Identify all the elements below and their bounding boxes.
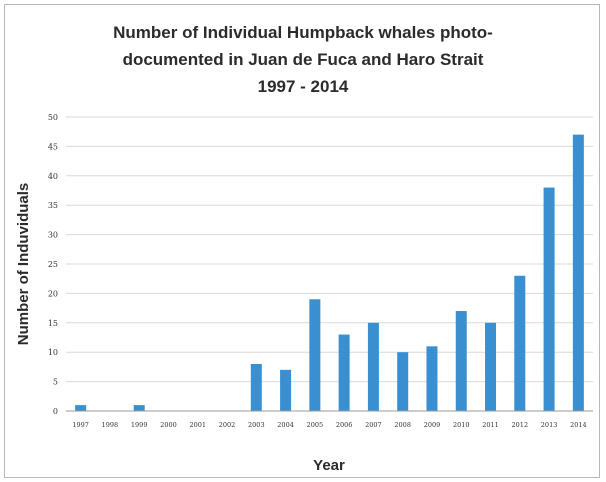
x-tick-label: 2008 [394,421,411,429]
bar-2003 [250,363,262,411]
chart-title-line-2: documented in Juan de Fuca and Haro Stra… [123,50,484,69]
bar-2011 [485,322,497,411]
x-tick-label: 2013 [541,421,558,429]
bar-2010 [455,311,467,411]
y-tick-label: 15 [48,319,58,328]
y-tick-label: 40 [48,172,58,181]
y-tick-label: 25 [48,260,58,269]
bar-2006 [338,334,350,411]
x-tick-label: 1999 [131,421,148,429]
bar-1997 [75,405,87,411]
x-tick-label: 2011 [482,421,499,429]
y-tick-label: 0 [53,407,58,416]
y-tick-label: 35 [48,201,58,210]
x-tick-label: 1997 [72,421,89,429]
x-tick-label: 2014 [570,421,587,429]
x-tick-label: 2012 [512,421,529,429]
chart-title-line-3: 1997 - 2014 [258,77,349,96]
bar-2009 [426,346,438,411]
gridlines [66,116,593,383]
chart-title-line-1: Number of Individual Humpback whales pho… [113,23,493,42]
bar-2007 [367,322,379,411]
y-tick-label: 5 [53,378,58,387]
chart-frame [4,4,600,478]
y-tick-label: 45 [48,142,58,151]
x-axis-label: Year [313,457,345,474]
y-axis-label: Number of Induviduals [15,183,32,346]
bar-2008 [397,352,409,411]
x-tick-labels: 1997 1998 1999 2000 2001 2002 2003 2004 2005 2006… [72,421,586,429]
y-tick-label: 10 [48,348,58,357]
bar-2005 [309,299,321,411]
x-tick-label: 2006 [336,421,353,429]
x-tick-label: 2001 [189,421,206,429]
x-tick-label: 2005 [307,421,324,429]
x-tick-label: 1998 [102,421,119,429]
y-tick-label: 20 [48,289,58,298]
x-tick-label: 2007 [365,421,382,429]
x-tick-label: 2003 [248,421,265,429]
bar-2013 [543,187,555,411]
bar-2012 [514,275,526,411]
x-tick-label: 2002 [219,421,236,429]
bar-2014 [572,134,584,411]
x-tick-label: 2000 [160,421,177,429]
y-tick-label: 50 [48,113,58,122]
y-tick-labels: 0 5 10 15 20 25 30 35 40 45 50 [48,113,58,416]
bars [75,134,584,411]
bar-2004 [280,369,292,411]
y-tick-label: 30 [48,231,58,240]
x-tick-label: 2009 [424,421,441,429]
bar-1999 [133,405,145,411]
x-tick-label: 2004 [277,421,294,429]
x-tick-label: 2010 [453,421,470,429]
